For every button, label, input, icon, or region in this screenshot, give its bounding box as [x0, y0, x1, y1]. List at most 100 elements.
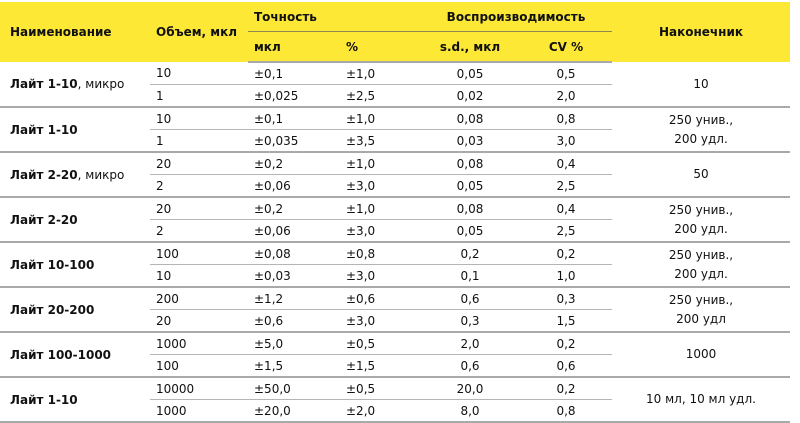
- header-reproducibility: Воспроизводимость: [420, 2, 612, 32]
- cv-cell: 0,5: [520, 62, 612, 85]
- tip-cell: 10 мл, 10 мл удл.: [612, 377, 790, 423]
- volume-cell: 10: [150, 107, 248, 130]
- accuracy-pct-cell: ±3,0: [340, 219, 420, 243]
- accuracy-pct-cell: ±1,0: [340, 197, 420, 220]
- accuracy-pct-cell: ±1,0: [340, 152, 420, 175]
- sd-cell: 0,05: [420, 174, 520, 198]
- header-cv: CV %: [520, 31, 612, 63]
- accuracy-pct-cell: ±3,0: [340, 309, 420, 333]
- model-name: Лайт 1-10: [10, 392, 78, 407]
- sd-cell: 0,02: [420, 84, 520, 108]
- cv-cell: 2,5: [520, 219, 612, 243]
- accuracy-mkl-cell: ±0,08: [248, 242, 340, 265]
- volume-cell: 20: [150, 197, 248, 220]
- table-row: 100 ±1,5 ±1,5 0,6 0,6: [0, 354, 790, 378]
- cv-cell: 0,3: [520, 287, 612, 310]
- sd-cell: 0,03: [420, 129, 520, 153]
- header-accuracy-pct: %: [340, 31, 420, 63]
- model-name: Лайт 100-1000: [10, 347, 112, 362]
- accuracy-mkl-cell: ±0,06: [248, 174, 340, 198]
- accuracy-pct-cell: ±0,5: [340, 377, 420, 400]
- accuracy-mkl-cell: ±1,2: [248, 287, 340, 310]
- cv-cell: 0,2: [520, 332, 612, 355]
- sd-cell: 0,08: [420, 152, 520, 175]
- table-row: Лайт 1-10 10 ±0,1 ±1,0 0,08 0,8 250 унив., 200 …: [0, 107, 790, 153]
- accuracy-mkl-cell: ±0,2: [248, 152, 340, 175]
- table-row: Лайт 100-1000 1000 ±5,0 ±0,5 2,0 0,2 1000: [0, 332, 790, 378]
- volume-cell: 20: [150, 152, 248, 175]
- table-row: 2 ±0,06 ±3,0 0,05 2,5: [0, 174, 790, 198]
- volume-cell: 100: [150, 354, 248, 378]
- model-name-cell: Лайт 1-10, микро: [0, 62, 150, 108]
- cv-cell: 0,6: [520, 354, 612, 378]
- tip-cell: 250 унив., 200 удл.: [612, 107, 790, 153]
- cv-cell: 1,5: [520, 309, 612, 333]
- accuracy-mkl-cell: ±0,2: [248, 197, 340, 220]
- sd-cell: 20,0: [420, 377, 520, 400]
- model-name-cell: Лайт 1-10: [0, 107, 150, 153]
- accuracy-mkl-cell: ±0,03: [248, 264, 340, 288]
- table-row: Лайт 2-20, микро 20 ±0,2 ±1,0 0,08 0,4 50: [0, 152, 790, 198]
- volume-cell: 200: [150, 287, 248, 310]
- volume-cell: 1: [150, 84, 248, 108]
- accuracy-mkl-cell: ±5,0: [248, 332, 340, 355]
- volume-cell: 10: [150, 62, 248, 85]
- accuracy-mkl-cell: ±0,035: [248, 129, 340, 153]
- cv-cell: 2,5: [520, 174, 612, 198]
- sd-cell: 0,08: [420, 107, 520, 130]
- model-name: Лайт 10-100: [10, 257, 95, 272]
- model-name-cell: Лайт 20-200: [0, 287, 150, 333]
- cv-cell: 0,4: [520, 152, 612, 175]
- accuracy-mkl-cell: ±0,025: [248, 84, 340, 108]
- sd-cell: 0,05: [420, 62, 520, 85]
- model-name: Лайт 2-20: [10, 212, 78, 227]
- model-name: Лайт 2-20: [10, 167, 78, 182]
- table-row: 1 ±0,025 ±2,5 0,02 2,0: [0, 84, 790, 108]
- header-accuracy-mkl: мкл: [248, 31, 340, 63]
- accuracy-mkl-cell: ±50,0: [248, 377, 340, 400]
- accuracy-pct-cell: ±0,6: [340, 287, 420, 310]
- header-volume: Объем, мкл: [150, 2, 248, 62]
- header-name: Наименование: [0, 2, 150, 62]
- cv-cell: 0,8: [520, 399, 612, 423]
- model-name: Лайт 20-200: [10, 302, 95, 317]
- table-row: 1 ±0,035 ±3,5 0,03 3,0: [0, 129, 790, 153]
- cv-cell: 0,8: [520, 107, 612, 130]
- volume-cell: 10: [150, 264, 248, 288]
- volume-cell: 10000: [150, 377, 248, 400]
- sd-cell: 0,6: [420, 287, 520, 310]
- model-name: Лайт 1-10: [10, 122, 78, 137]
- accuracy-mkl-cell: ±0,6: [248, 309, 340, 333]
- table-row: Лайт 1-10 10000 ±50,0 ±0,5 20,0 0,2 10 мл, 10 …: [0, 377, 790, 423]
- model-name-cell: Лайт 2-20, микро: [0, 152, 150, 198]
- accuracy-pct-cell: ±1,0: [340, 107, 420, 130]
- header-tip: Наконечник: [612, 2, 790, 62]
- volume-cell: 20: [150, 309, 248, 333]
- sd-cell: 0,1: [420, 264, 520, 288]
- model-suffix: , микро: [77, 77, 125, 91]
- sd-cell: 8,0: [420, 399, 520, 423]
- sd-cell: 0,08: [420, 197, 520, 220]
- volume-cell: 2: [150, 174, 248, 198]
- tip-cell: 50: [612, 152, 790, 198]
- volume-cell: 2: [150, 219, 248, 243]
- model-name-cell: Лайт 100-1000: [0, 332, 150, 378]
- accuracy-mkl-cell: ±0,1: [248, 107, 340, 130]
- model-name-cell: Лайт 2-20: [0, 197, 150, 243]
- tip-cell: 250 унив., 200 удл.: [612, 197, 790, 243]
- accuracy-pct-cell: ±1,0: [340, 62, 420, 85]
- table-row: 20 ±0,6 ±3,0 0,3 1,5: [0, 309, 790, 333]
- accuracy-pct-cell: ±2,5: [340, 84, 420, 108]
- table-row: 2 ±0,06 ±3,0 0,05 2,5: [0, 219, 790, 243]
- tip-cell: 10: [612, 62, 790, 108]
- model-suffix: , микро: [77, 167, 125, 182]
- cv-cell: 0,4: [520, 197, 612, 220]
- header-sd: s.d., мкл: [420, 31, 520, 63]
- table-row: 1000 ±20,0 ±2,0 8,0 0,8: [0, 399, 790, 423]
- volume-cell: 1000: [150, 332, 248, 355]
- cv-cell: 0,2: [520, 377, 612, 400]
- sd-cell: 0,2: [420, 242, 520, 265]
- accuracy-pct-cell: ±0,8: [340, 242, 420, 265]
- model-name-cell: Лайт 1-10: [0, 377, 150, 423]
- accuracy-pct-cell: ±1,5: [340, 354, 420, 378]
